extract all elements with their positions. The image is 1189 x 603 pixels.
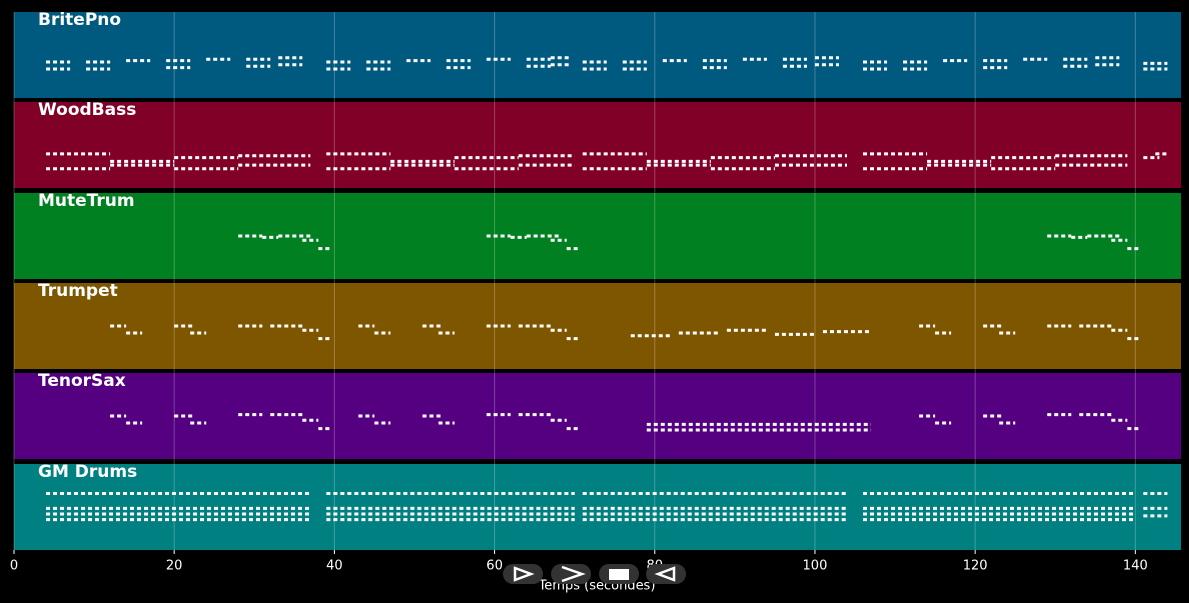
x-tick-label: 60 — [486, 559, 503, 574]
track-name: Trumpet — [38, 281, 118, 301]
track-name: BritePno — [38, 10, 121, 30]
track-name: MuteTrum — [38, 191, 135, 211]
x-tick-label: 100 — [803, 559, 828, 574]
track-name: GM Drums — [38, 462, 137, 482]
back-button[interactable] — [646, 564, 686, 584]
x-tick-label: 120 — [963, 559, 988, 574]
track-name: WoodBass — [38, 100, 136, 120]
stop-button[interactable] — [599, 564, 639, 584]
track-lane — [14, 102, 1181, 188]
track-lane — [14, 12, 1181, 98]
x-axis: 020406080100120140 — [10, 550, 1148, 574]
grid — [13, 12, 1136, 550]
x-tick-label: 40 — [326, 559, 343, 574]
x-tick-label: 0 — [10, 559, 18, 574]
notes — [46, 56, 1168, 522]
track-name: TenorSax — [38, 371, 126, 391]
forward-button[interactable] — [551, 564, 591, 584]
x-tick-label: 140 — [1123, 559, 1148, 574]
lanes: BritePno WoodBass MuteTrum Trumpet TenorSax G… — [14, 10, 1181, 550]
x-tick-label: 20 — [166, 559, 183, 574]
track-lane — [14, 193, 1181, 279]
play-button[interactable] — [503, 564, 543, 584]
transport — [503, 564, 686, 584]
